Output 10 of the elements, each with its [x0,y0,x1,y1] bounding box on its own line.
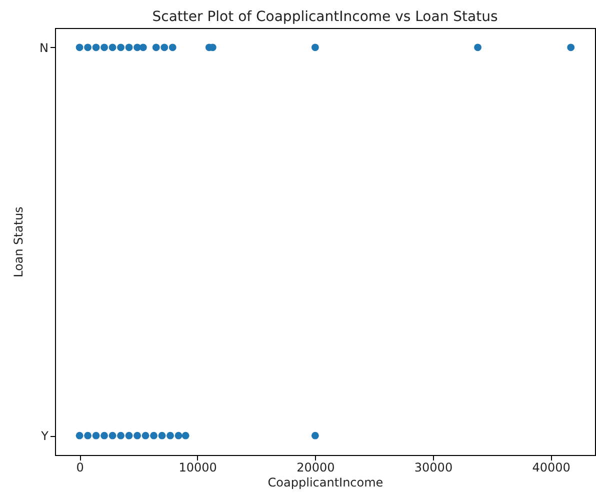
x-axis-title: CoapplicantIncome [268,476,384,490]
y-tick-label: Y [40,429,50,444]
x-tick-label: 20000 [296,460,335,474]
text: Scatter Plot of CoapplicantIncome vs Loan Status [152,9,498,25]
x-tick-label: 10000 [178,460,217,474]
x-tick-label: 0 [76,460,84,474]
y-axis-title: Loan Status [12,206,26,278]
x-tick-label: 40000 [532,460,570,474]
y-tick-label: N [40,40,48,55]
x-tick-label: 30000 [414,460,453,474]
